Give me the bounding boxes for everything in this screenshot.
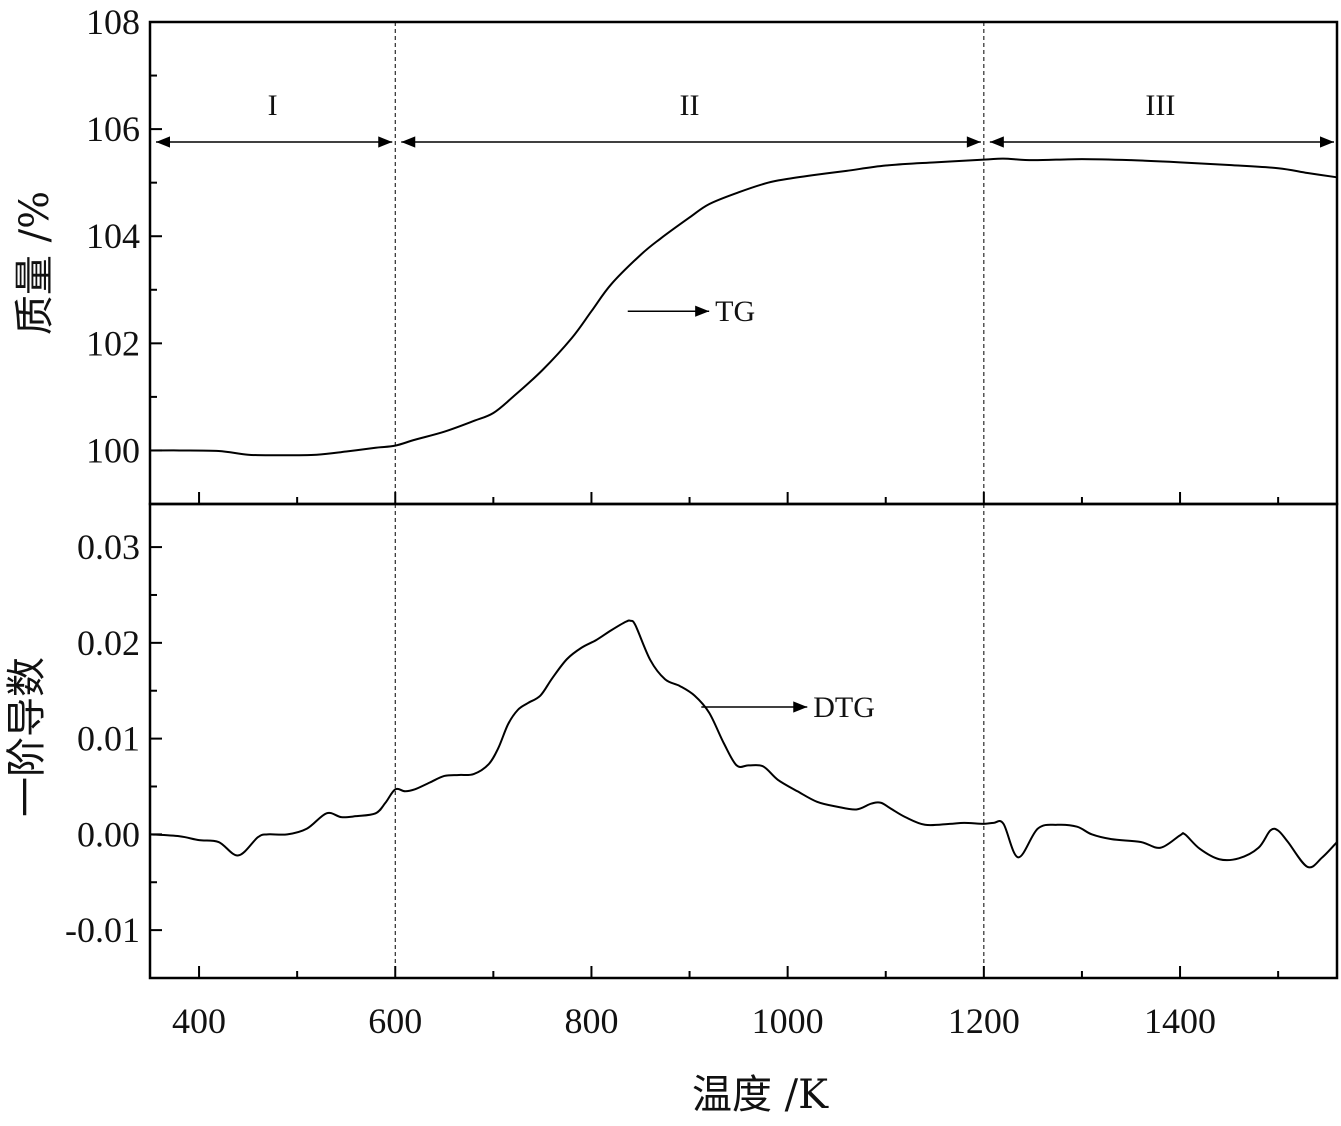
tg-line	[149, 157, 1338, 457]
dtg-x-axis: 400 600 800 1000 1200 1400	[172, 966, 1280, 1041]
x-tick-label: 1000	[752, 1001, 824, 1041]
stage-label: II	[680, 89, 700, 122]
x-tick-label: 1200	[948, 1001, 1020, 1041]
dtg-y-tick-label: -0.01	[65, 910, 140, 950]
tg-y-tick-label: 104	[86, 216, 140, 256]
dtg-y-tick-label: 0.01	[77, 719, 140, 759]
dtg-line-group	[149, 619, 1338, 869]
tg-y-axis: 100 102 104 106 108	[86, 2, 162, 470]
tg-y-tick-label: 100	[86, 430, 140, 470]
dtg-y-axis-title: 一阶导数	[4, 657, 50, 817]
dtg-plot-frame	[148, 502, 1339, 980]
tg-annotation: TG	[627, 295, 755, 328]
stage-label: I	[268, 89, 278, 122]
tg-y-tick-label: 106	[86, 109, 140, 149]
tg-annotation-label: TG	[715, 295, 755, 328]
stage-label: III	[1145, 89, 1175, 122]
tg-stage-labels: I II III	[268, 89, 1176, 122]
x-tick-label: 800	[564, 1001, 618, 1041]
x-tick-label: 1400	[1144, 1001, 1216, 1041]
dtg-stage-boundaries	[394, 504, 985, 978]
tg-line-group	[149, 157, 1338, 457]
x-axis-title: 温度 /K	[692, 1072, 829, 1118]
dtg-y-tick-label: 0.03	[77, 527, 140, 567]
dtg-line	[149, 619, 1338, 869]
dtg-panel: DTG -0.01 0.00 0.01 0.02 0.03 400 600 800 1000 1…	[4, 502, 1339, 1041]
tg-y-tick-label: 102	[86, 323, 140, 363]
x-tick-label: 400	[172, 1001, 226, 1041]
dtg-y-tick-label: 0.02	[77, 623, 140, 663]
dtg-y-axis: -0.01 0.00 0.01 0.02 0.03	[65, 527, 162, 950]
tg-x-axis	[198, 492, 1280, 504]
tg-stage-boundaries	[394, 22, 985, 504]
dtg-annotation-label: DTG	[813, 691, 875, 724]
x-tick-label: 600	[368, 1001, 422, 1041]
tg-y-tick-label: 108	[86, 2, 140, 42]
tg-y-axis-title: 质量 /%	[12, 191, 58, 335]
dtg-y-tick-label: 0.00	[77, 814, 140, 854]
dtg-annotation: DTG	[701, 691, 875, 724]
